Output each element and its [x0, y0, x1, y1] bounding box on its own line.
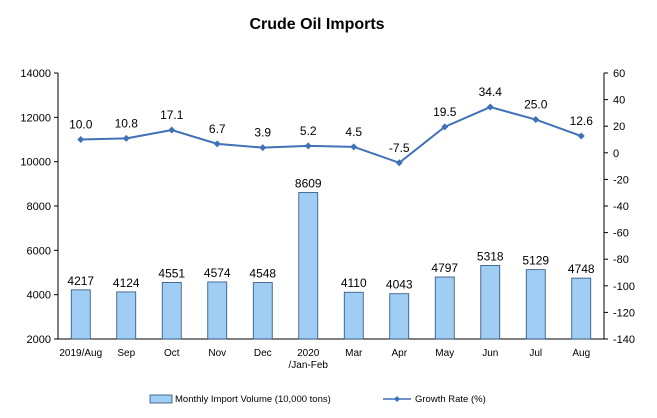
bar-series — [70, 192, 592, 340]
line-point — [532, 116, 540, 124]
line-point — [350, 143, 358, 151]
left-tick-label: 4000 — [27, 290, 51, 302]
bar-value-label: 4124 — [113, 276, 140, 290]
right-axis: -140 -120 -100 -80 -60 -40 -20 0 20 40 60 — [603, 68, 635, 346]
bar — [70, 289, 91, 340]
category-label: 2019/Aug — [59, 348, 102, 359]
bar-value-label: 4574 — [204, 266, 231, 280]
bar — [116, 291, 137, 340]
line-point — [168, 126, 176, 134]
category-label: Apr — [391, 348, 407, 359]
category-label: Jun — [482, 348, 498, 359]
right-tick-label: -20 — [613, 174, 629, 186]
category-label: Oct — [164, 348, 180, 359]
line-point — [486, 103, 494, 111]
category-label: Nov — [208, 348, 226, 359]
category-label: Jul — [529, 348, 542, 359]
line-value-label: 17.1 — [160, 108, 184, 122]
line-series — [77, 103, 585, 167]
chart-title: Crude Oil Imports — [249, 16, 384, 33]
line-labels: 10.0 10.8 17.1 6.7 3.9 5.2 4.5 -7.5 19.5 34.4 25.0… — [69, 85, 593, 155]
right-tick-label: 60 — [613, 68, 625, 80]
category-label: Sep — [117, 348, 135, 359]
left-tick-label: 14000 — [20, 68, 51, 80]
left-tick-label: 12000 — [20, 112, 51, 124]
right-tick-label: -60 — [613, 228, 629, 240]
line-point — [304, 142, 312, 150]
line-value-label: 3.9 — [254, 126, 271, 140]
right-tick-label: -80 — [613, 254, 629, 266]
category-label: Aug — [572, 348, 590, 359]
line-value-label: -7.5 — [389, 141, 410, 155]
line-value-label: 6.7 — [209, 122, 226, 136]
category-label: 2020/Jan-Feb — [289, 348, 329, 371]
category-label: May — [435, 348, 454, 359]
bar — [525, 269, 546, 340]
category-label: Dec — [254, 348, 272, 359]
line-value-label: 4.5 — [345, 125, 362, 139]
line-value-label: 25.0 — [524, 98, 548, 112]
left-tick-label: 10000 — [20, 157, 51, 169]
category-labels: 2019/Aug Sep Oct Nov Dec 2020/Jan-Feb Mar Apr Ma… — [59, 348, 590, 371]
line-value-label: 12.6 — [570, 114, 594, 128]
bar-labels: 4217 4124 4551 4574 4548 8609 4110 4043 4797 5318… — [67, 177, 595, 292]
bar — [571, 277, 592, 340]
line-value-label: 19.5 — [433, 105, 457, 119]
bar-value-label: 4043 — [386, 278, 413, 292]
line-point — [259, 144, 267, 152]
line-value-label: 10.8 — [115, 116, 139, 130]
right-tick-label: 0 — [613, 148, 619, 160]
bar — [207, 281, 228, 340]
growth-line — [80, 105, 582, 164]
line-point — [577, 132, 585, 140]
right-tick-label: -100 — [613, 281, 635, 293]
line-point — [395, 159, 403, 167]
bar-value-label: 8609 — [295, 177, 322, 191]
right-tick-label: -120 — [613, 307, 635, 319]
right-tick-label: -140 — [613, 334, 635, 346]
left-axis: 2000 4000 6000 8000 10000 12000 14000 — [20, 68, 604, 346]
left-tick-label: 6000 — [27, 245, 51, 257]
legend-line-marker — [394, 396, 400, 402]
right-tick-label: 40 — [613, 95, 625, 107]
bar — [434, 276, 455, 340]
line-value-label: 10.0 — [69, 118, 93, 132]
right-tick-label: -40 — [613, 201, 629, 213]
line-point — [213, 140, 221, 148]
category-label: Mar — [345, 348, 363, 359]
bar-value-label: 4551 — [158, 266, 185, 280]
bar — [161, 282, 182, 340]
bar — [343, 291, 364, 340]
line-value-label: 5.2 — [300, 124, 317, 138]
bar — [480, 265, 501, 340]
right-tick-label: 20 — [613, 121, 625, 133]
legend-line-label: Growth Rate (%) — [415, 394, 486, 405]
bar-value-label: 4548 — [249, 267, 276, 281]
left-tick-label: 2000 — [27, 334, 51, 346]
bar-value-label: 4797 — [431, 261, 458, 275]
left-tick-label: 8000 — [27, 201, 51, 213]
legend-bar-label: Monthly Import Volume (10,000 tons) — [175, 394, 331, 405]
bar — [389, 293, 410, 340]
line-point — [122, 134, 130, 142]
bar-value-label: 4110 — [341, 276, 367, 290]
line-point — [441, 123, 449, 131]
bar-value-label: 4217 — [67, 274, 94, 288]
legend: Monthly Import Volume (10,000 tons) Grow… — [149, 394, 486, 405]
bar — [298, 192, 319, 340]
bar — [252, 282, 273, 340]
bar-value-label: 5318 — [477, 249, 504, 263]
line-value-label: 34.4 — [479, 85, 503, 99]
bar-value-label: 5129 — [522, 254, 549, 268]
bar-value-label: 4748 — [568, 262, 595, 276]
legend-bar-swatch — [149, 394, 173, 404]
line-point — [77, 136, 85, 143]
